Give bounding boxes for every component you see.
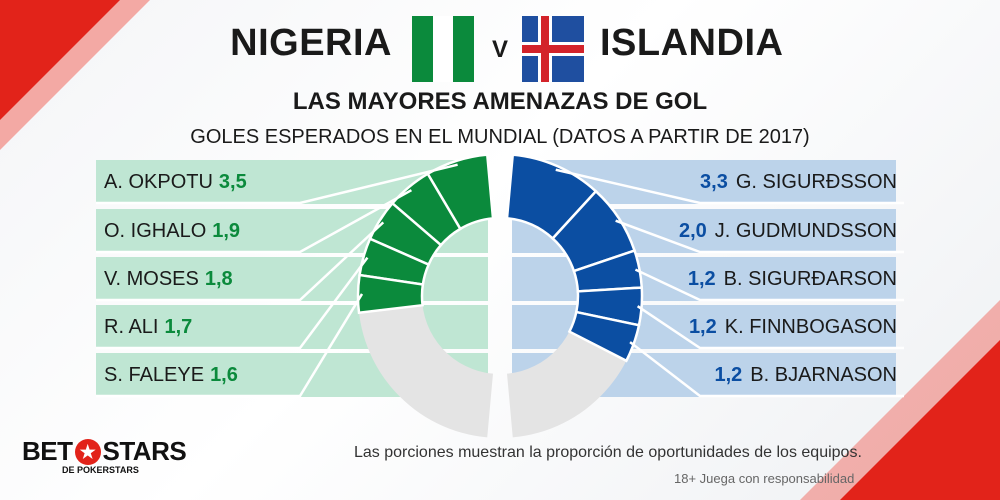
player-row: S. FALEYE 1,6 bbox=[104, 353, 238, 397]
responsible-gaming-disclaimer: 18+ Juega con responsabilidad bbox=[674, 471, 855, 486]
logo-text-bet: BET bbox=[22, 436, 73, 466]
player-row: V. MOSES 1,8 bbox=[104, 257, 233, 301]
nigeria-leader-line bbox=[96, 163, 458, 205]
iceland-leader-line bbox=[615, 219, 904, 254]
iceland-leader-line bbox=[636, 305, 904, 350]
iceland-slice bbox=[567, 310, 641, 363]
player-row: A. OKPOTU 3,5 bbox=[104, 160, 247, 204]
expected-goals-value: 2,0 bbox=[678, 219, 707, 242]
team-left-name: NIGERIA bbox=[230, 22, 392, 64]
expected-goals-value: 1,2 bbox=[714, 363, 743, 386]
iceland-leader-line bbox=[629, 341, 904, 398]
iceland-flag-icon bbox=[522, 16, 584, 82]
player-row: 1,2 B. SIGURÐARSON bbox=[612, 257, 897, 301]
player-name: O. IGHALO bbox=[104, 219, 207, 242]
expected-goals-value: 1,9 bbox=[212, 219, 241, 242]
logo-text-stars: STARS bbox=[102, 436, 187, 466]
nigeria-leader-line bbox=[96, 256, 369, 350]
player-name: B. SIGURÐARSON bbox=[723, 267, 897, 290]
expected-goals-value: 1,7 bbox=[164, 315, 193, 338]
corner-decoration-top-left bbox=[0, 0, 120, 120]
expected-goals-value: 1,8 bbox=[204, 267, 233, 290]
iceland-leader-line bbox=[555, 168, 904, 205]
betstars-logo: BET ★ STARS DE POKERSTARS bbox=[22, 436, 187, 475]
match-title: NIGERIA V ISLANDIA bbox=[0, 8, 1000, 82]
player-name: J. GUDMUNDSSON bbox=[714, 219, 897, 242]
nigeria-leader-line bbox=[96, 221, 385, 302]
versus-label: V bbox=[492, 36, 509, 63]
chart-title: LAS MAYORES AMENAZAS DE GOL bbox=[292, 88, 708, 115]
logo-subtext: DE POKERSTARS bbox=[62, 465, 139, 475]
team-right-name: ISLANDIA bbox=[600, 22, 784, 64]
player-row: 2,0 J. GUDMUNDSSON bbox=[612, 209, 897, 253]
player-row: 1,2 B. BJARNASON bbox=[612, 353, 897, 397]
chart-subtitle: GOLES ESPERADOS EN EL MUNDIAL (DATOS A P… bbox=[190, 126, 810, 148]
nigeria-flag-icon bbox=[412, 16, 474, 82]
expected-goals-value: 3,5 bbox=[218, 170, 247, 193]
player-name: B. BJARNASON bbox=[750, 363, 897, 386]
star-icon: ★ bbox=[74, 438, 101, 465]
player-name: A. OKPOTU bbox=[104, 170, 213, 193]
expected-goals-value: 1,2 bbox=[688, 315, 717, 338]
expected-goals-value: 1,6 bbox=[210, 363, 238, 386]
expected-goals-value: 3,3 bbox=[700, 170, 728, 193]
player-row: 3,3 G. SIGURÐSSON bbox=[612, 160, 897, 204]
nigeria-leader-line bbox=[96, 189, 413, 254]
nigeria-leader-line bbox=[96, 293, 364, 398]
player-name: V. MOSES bbox=[104, 267, 199, 290]
player-row: R. ALI 1,7 bbox=[104, 305, 192, 349]
player-name: S. FALEYE bbox=[104, 363, 205, 386]
chart-footnote: Las porciones muestran la proporción de … bbox=[354, 444, 862, 461]
player-name: R. ALI bbox=[104, 315, 159, 338]
player-row: O. IGHALO 1,9 bbox=[104, 209, 240, 253]
player-name: K. FINNBOGASON bbox=[724, 315, 897, 338]
player-name: G. SIGURÐSSON bbox=[735, 170, 897, 193]
player-row: 1,2 K. FINNBOGASON bbox=[612, 305, 897, 349]
expected-goals-value: 1,2 bbox=[687, 267, 716, 290]
iceland-leader-line bbox=[634, 268, 904, 302]
nigeria-slice bbox=[356, 273, 425, 315]
